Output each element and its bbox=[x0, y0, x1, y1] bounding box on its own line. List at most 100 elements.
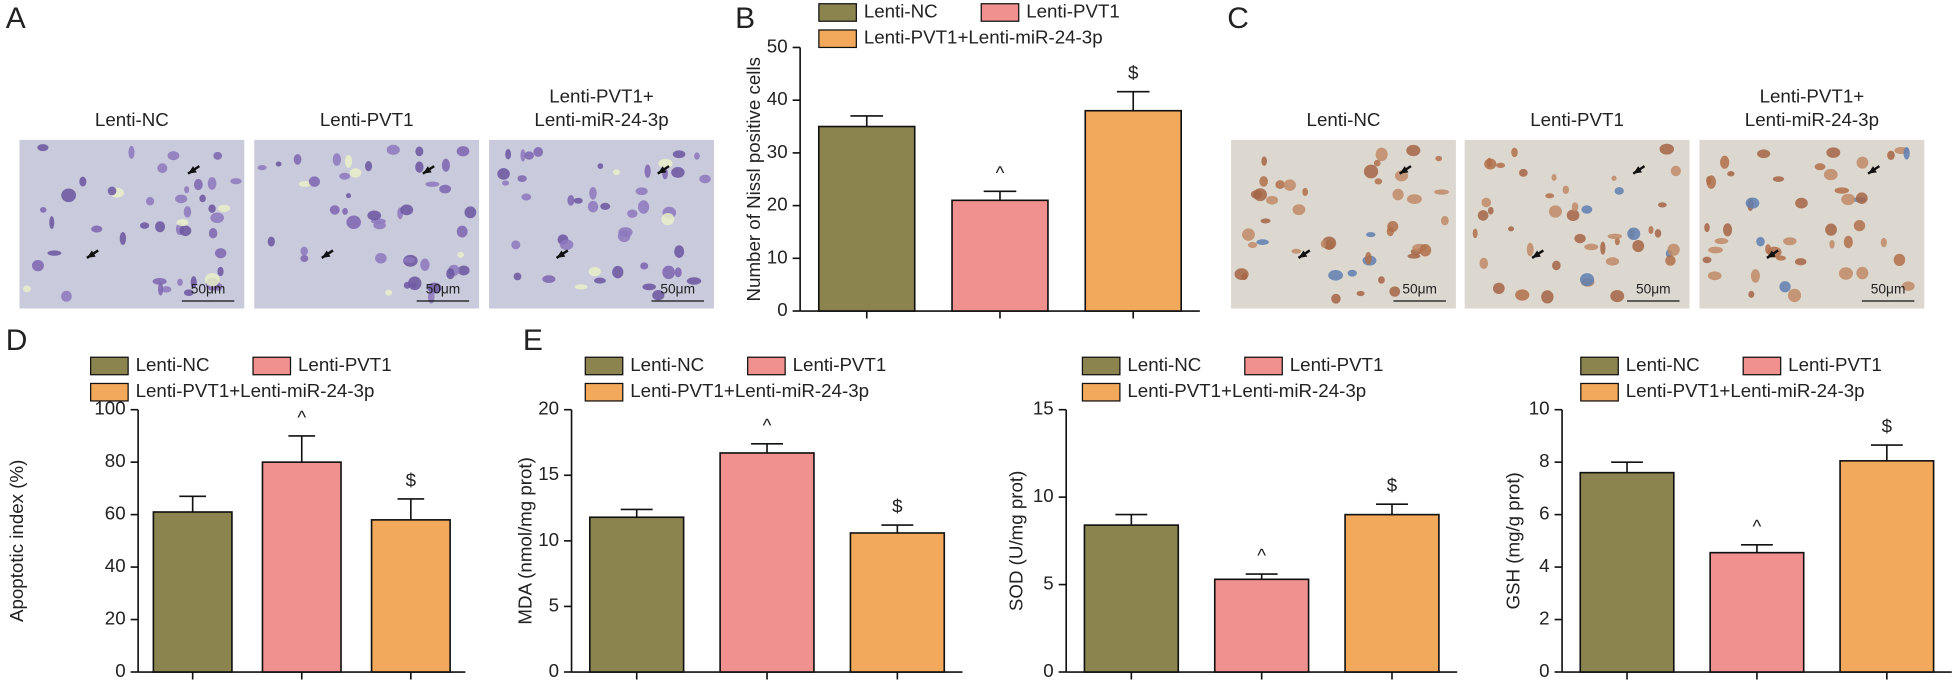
legend-label: Lenti-NC bbox=[1626, 354, 1700, 375]
scale-label: 50μm bbox=[426, 281, 461, 296]
cell bbox=[342, 207, 348, 215]
cell bbox=[457, 265, 470, 276]
cell bbox=[441, 158, 450, 172]
cell bbox=[457, 251, 464, 258]
cell bbox=[699, 174, 711, 184]
cell bbox=[1234, 268, 1249, 281]
scale-label: 50μm bbox=[191, 281, 226, 296]
cell bbox=[439, 184, 452, 194]
cell bbox=[1406, 144, 1421, 157]
cell bbox=[446, 268, 455, 280]
cell bbox=[176, 219, 189, 227]
bar bbox=[261, 461, 342, 673]
cell bbox=[1552, 260, 1561, 271]
cell bbox=[1648, 226, 1654, 235]
legend-swatch bbox=[90, 382, 129, 402]
legend-label: Lenti-PVT1+Lenti-miR-24-3p bbox=[1626, 380, 1865, 401]
cell bbox=[1322, 236, 1337, 250]
cell bbox=[587, 200, 599, 213]
bar bbox=[1579, 471, 1675, 673]
legend-swatch bbox=[1580, 356, 1619, 376]
cell bbox=[1614, 237, 1620, 246]
legend-label: Lenti-PVT1+Lenti-miR-24-3p bbox=[864, 27, 1103, 48]
y-axis-label: MDA (nmol/mg prot) bbox=[515, 457, 536, 624]
cell bbox=[1291, 248, 1302, 254]
legend-swatch bbox=[818, 29, 857, 49]
cell bbox=[589, 186, 597, 200]
cell bbox=[1486, 157, 1492, 168]
cell bbox=[1477, 210, 1489, 221]
bar bbox=[370, 519, 451, 673]
cell bbox=[573, 197, 583, 204]
micrograph bbox=[1464, 139, 1690, 309]
cell bbox=[517, 175, 527, 182]
significance-mark: ^ bbox=[297, 406, 306, 427]
cell bbox=[1838, 267, 1853, 280]
legend-swatch bbox=[747, 356, 786, 376]
arrow-head bbox=[321, 250, 331, 258]
scale-label: 50μm bbox=[1871, 281, 1906, 296]
significance-mark: ^ bbox=[996, 162, 1005, 183]
bar bbox=[152, 511, 233, 673]
cell bbox=[1259, 176, 1268, 187]
cell bbox=[1605, 257, 1620, 266]
bar bbox=[1084, 109, 1182, 312]
cell bbox=[1302, 187, 1309, 197]
cell bbox=[1419, 244, 1432, 257]
arrow-head bbox=[1633, 166, 1643, 174]
cell bbox=[662, 265, 675, 280]
cell bbox=[37, 144, 49, 152]
cell bbox=[642, 283, 656, 291]
legend-swatch bbox=[818, 3, 857, 22]
y-tick-label: 0 bbox=[115, 660, 125, 681]
cell bbox=[1260, 218, 1271, 224]
cell bbox=[346, 193, 352, 199]
cell bbox=[1440, 215, 1449, 226]
bar bbox=[1213, 578, 1310, 673]
cell bbox=[497, 168, 510, 180]
legend-swatch bbox=[980, 3, 1020, 22]
cell bbox=[1374, 178, 1383, 185]
cell bbox=[158, 282, 164, 296]
cell bbox=[257, 165, 267, 171]
cell bbox=[415, 161, 424, 173]
image-caption: Lenti-PVT1+ bbox=[1760, 85, 1865, 106]
cell bbox=[1256, 239, 1269, 246]
cell bbox=[1607, 233, 1622, 240]
significance-mark: $ bbox=[1387, 475, 1398, 496]
image-caption: Lenti-miR-24-3p bbox=[1745, 109, 1879, 130]
cell bbox=[1250, 190, 1262, 199]
y-axis-label: GSH (mg/g prot) bbox=[1503, 472, 1524, 609]
y-tick-label: 20 bbox=[105, 607, 126, 628]
significance-mark: ^ bbox=[1257, 545, 1266, 566]
y-tick-label: 60 bbox=[105, 503, 126, 524]
image-caption: Lenti-PVT1 bbox=[320, 109, 414, 130]
cell bbox=[1750, 269, 1760, 283]
cell bbox=[1611, 175, 1617, 181]
cell bbox=[1479, 257, 1489, 269]
cell bbox=[1492, 282, 1505, 295]
cell bbox=[600, 202, 611, 210]
cell bbox=[612, 265, 624, 279]
cell bbox=[1667, 243, 1680, 256]
legend-label: Lenti-NC bbox=[864, 0, 938, 21]
cell bbox=[199, 194, 206, 203]
cell bbox=[1574, 233, 1586, 244]
cell bbox=[1508, 226, 1515, 232]
arrow-head bbox=[188, 166, 197, 174]
cell bbox=[128, 145, 135, 159]
y-tick-label: 6 bbox=[1539, 503, 1549, 524]
cell bbox=[524, 151, 534, 160]
y-tick-label: 5 bbox=[549, 594, 559, 615]
cell bbox=[1665, 255, 1676, 266]
cell bbox=[1320, 240, 1327, 248]
cell bbox=[1787, 288, 1802, 303]
cell bbox=[1841, 193, 1856, 206]
cell bbox=[1772, 176, 1785, 182]
cell bbox=[1600, 241, 1606, 255]
cell bbox=[1541, 290, 1554, 304]
legend-swatch bbox=[1244, 356, 1283, 376]
image-caption: Lenti-PVT1+ bbox=[549, 85, 654, 106]
cell bbox=[1562, 185, 1570, 195]
